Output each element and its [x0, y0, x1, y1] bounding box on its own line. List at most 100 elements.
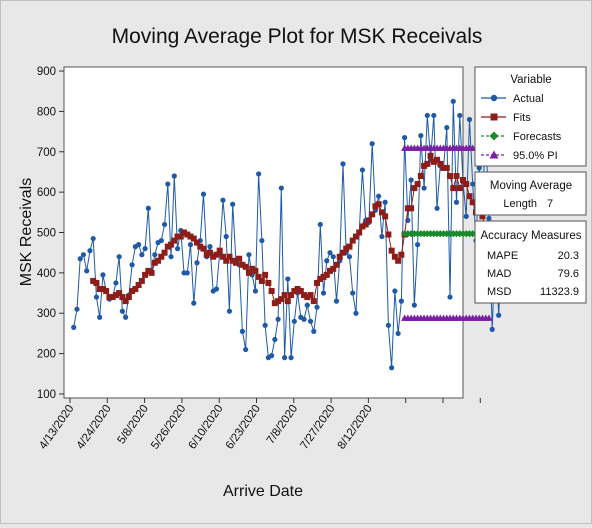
- data-point-fits: [385, 231, 392, 238]
- y-axis: 100 200 300 400 500 600 700 800 900: [37, 66, 64, 401]
- data-point-fits: [119, 294, 126, 301]
- data-point-actual: [304, 302, 310, 308]
- data-point-actual: [444, 124, 450, 131]
- msd-label: MSD: [487, 286, 512, 298]
- series-fits: [90, 152, 492, 307]
- data-point-actual: [71, 324, 77, 330]
- x-tick-label: 8/12/2020: [336, 403, 375, 452]
- legend-label-actual: Actual: [513, 93, 544, 105]
- mad-label: MAD: [487, 268, 512, 280]
- data-point-fits: [310, 298, 317, 305]
- data-point-fits: [249, 265, 256, 272]
- data-point-fits: [359, 223, 366, 230]
- data-point-actual: [320, 290, 327, 296]
- data-point-fits: [320, 273, 327, 280]
- data-point-actual: [243, 346, 249, 353]
- data-point-actual: [447, 294, 453, 300]
- data-point-fits: [365, 217, 372, 224]
- data-point-actual: [489, 326, 495, 332]
- data-point-fits: [356, 229, 363, 236]
- y-tick-label: 600: [37, 187, 56, 199]
- msd-value: 11323.9: [540, 286, 579, 298]
- data-point-fits: [96, 286, 103, 293]
- accuracy-box: Accuracy Measures MAPE 20.3 MAD 79.6 MSD…: [474, 220, 587, 304]
- x-tick-label: 7/27/2020: [298, 403, 337, 452]
- data-point-actual: [256, 171, 262, 177]
- data-point-fits: [327, 267, 333, 274]
- series-95-0-pi-lower: [401, 314, 493, 321]
- data-point-fits: [391, 253, 398, 260]
- chart-title: Moving Average Plot for MSK Receivals: [112, 25, 483, 48]
- data-point-fits: [288, 292, 295, 299]
- data-point-fits: [122, 298, 129, 305]
- legend-label-forecasts: Forecasts: [513, 131, 562, 143]
- data-point-actual: [411, 302, 417, 308]
- data-point-fits: [336, 253, 343, 260]
- data-point-fits: [135, 281, 142, 288]
- data-point-actual: [382, 199, 388, 205]
- data-point-actual: [353, 310, 359, 316]
- length-value: 7: [547, 198, 553, 210]
- data-point-fits: [194, 239, 200, 246]
- data-point-actual: [278, 185, 284, 191]
- y-tick-label: 400: [37, 268, 56, 280]
- data-point-actual: [129, 262, 135, 268]
- data-point-fits: [372, 203, 379, 210]
- data-point-fits: [466, 193, 473, 200]
- moving-average-title: Moving Average: [490, 180, 572, 192]
- data-point-actual: [252, 288, 258, 294]
- y-tick-label: 700: [37, 147, 56, 159]
- data-point-actual: [158, 237, 164, 244]
- data-point-actual: [327, 250, 333, 256]
- data-point-fits: [171, 237, 178, 244]
- data-point-fits: [252, 267, 259, 274]
- data-point-actual: [123, 314, 129, 320]
- data-point-actual: [402, 135, 408, 141]
- legend-label-pi: 95.0% PI: [513, 150, 558, 162]
- data-point-actual: [424, 112, 430, 119]
- data-point-fits: [414, 181, 421, 188]
- data-point-fits: [346, 243, 353, 250]
- data-point-fits: [411, 185, 418, 192]
- data-point-actual: [385, 322, 391, 328]
- data-point-fits: [349, 237, 356, 244]
- moving-average-box: Moving Average Length 7: [474, 171, 587, 216]
- data-point-fits: [333, 261, 340, 268]
- data-point-fits: [129, 288, 136, 295]
- data-point-fits: [314, 279, 321, 286]
- data-point-actual: [84, 268, 90, 274]
- data-point-fits: [434, 156, 441, 163]
- data-point-fits: [213, 251, 220, 258]
- data-point-actual: [414, 242, 421, 248]
- data-point-actual: [324, 258, 330, 264]
- data-point-actual: [463, 213, 469, 219]
- data-point-fits: [93, 279, 100, 286]
- data-point-actual: [350, 290, 356, 296]
- data-point-actual: [340, 161, 346, 167]
- legend-item-fits: Fits: [481, 112, 531, 124]
- data-point-actual: [152, 252, 158, 258]
- data-point-fits: [203, 251, 210, 258]
- data-point-fits: [398, 251, 405, 258]
- data-point-fits: [440, 164, 447, 171]
- data-point-actual: [200, 191, 207, 197]
- data-point-actual: [226, 308, 233, 314]
- data-point-actual: [136, 242, 142, 248]
- legend-item-actual: Actual: [481, 93, 544, 105]
- data-point-actual: [171, 173, 177, 179]
- legend-label-fits: Fits: [513, 112, 531, 124]
- accuracy-frame: [474, 220, 587, 304]
- length-label: Length: [503, 198, 537, 210]
- mape-label: MAPE: [487, 250, 518, 262]
- data-point-actual: [333, 298, 340, 304]
- data-point-fits: [161, 249, 168, 256]
- data-point-fits: [142, 271, 149, 278]
- data-point-actual: [496, 312, 502, 318]
- data-point-actual: [239, 328, 246, 334]
- data-point-actual: [90, 235, 96, 242]
- data-point-actual: [389, 365, 395, 371]
- data-point-actual: [272, 336, 278, 343]
- data-point-fits: [352, 233, 359, 240]
- data-point-actual: [223, 233, 229, 240]
